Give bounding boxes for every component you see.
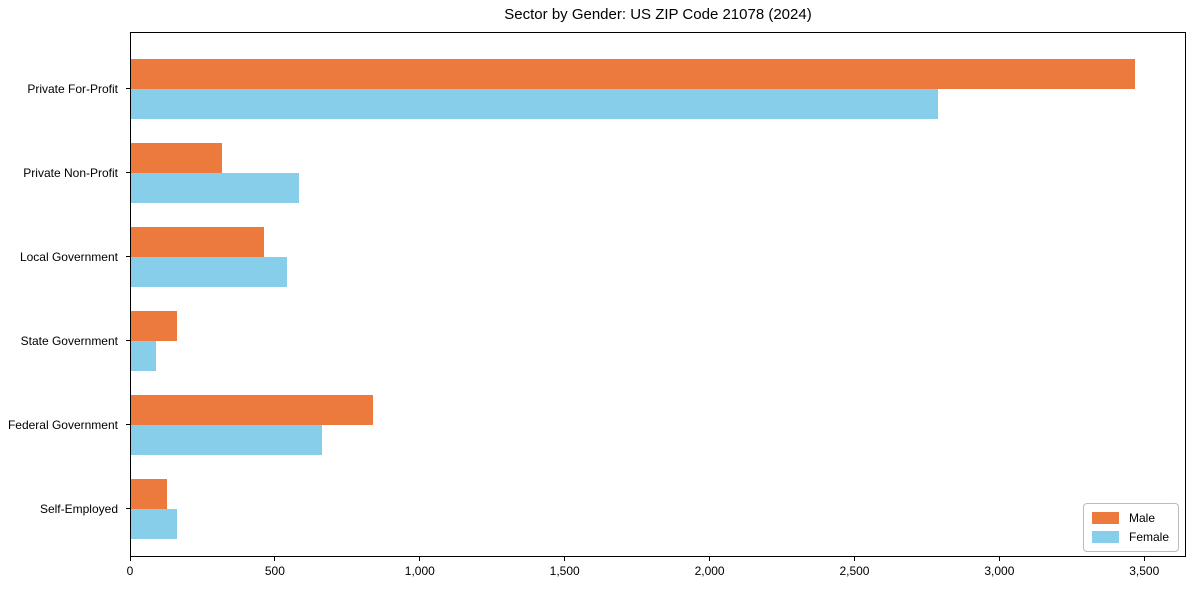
bar-male-private-non-profit (131, 143, 223, 173)
xtick-label-500: 500 (264, 564, 285, 578)
female-swatch (1091, 531, 1119, 543)
ytick-label-local-government: Local Government (19, 250, 118, 264)
x-axis: 0 500 1,000 1,500 2,000 2,500 3,000 3,500 (126, 557, 1186, 593)
ytick-private-for-profit (126, 88, 130, 89)
chart-title: Sector by Gender: US ZIP Code 21078 (202… (504, 6, 812, 23)
ytick-label-self-employed: Self-Employed (39, 502, 118, 516)
xtick-3000 (998, 557, 1000, 561)
xtick-2500 (853, 557, 855, 561)
xtick-0 (129, 557, 131, 561)
plot-area: Male Female (130, 32, 1186, 557)
ytick-label-state-government: State Government (20, 334, 118, 348)
legend: Male Female (1082, 503, 1179, 552)
y-axis: Private For-Profit Private Non-Profit Loca… (0, 32, 130, 557)
xtick-label-2000: 2,000 (694, 564, 725, 578)
ytick-label-federal-government: Federal Government (7, 418, 118, 432)
xtick-1500 (564, 557, 566, 561)
xtick-2000 (709, 557, 711, 561)
ytick-label-private-non-profit: Private Non-Profit (23, 166, 118, 180)
bar-male-local-government (131, 227, 265, 257)
ytick-label-private-for-profit: Private For-Profit (27, 82, 118, 96)
bar-male-self-employed (131, 479, 168, 509)
bar-female-federal-government (131, 425, 322, 455)
xtick-label-2500: 2,500 (839, 564, 870, 578)
bar-male-federal-government (131, 395, 373, 425)
xtick-label-3500: 3,500 (1129, 564, 1160, 578)
xtick-label-3000: 3,000 (984, 564, 1015, 578)
bar-female-private-non-profit (131, 173, 299, 203)
ytick-local-government (126, 256, 130, 257)
bar-female-self-employed (131, 509, 178, 539)
legend-label-female: Female (1128, 530, 1169, 544)
ytick-federal-government (126, 424, 130, 425)
xtick-500 (274, 557, 276, 561)
bar-female-private-for-profit (131, 89, 938, 119)
xtick-3500 (1143, 557, 1145, 561)
legend-entry-male: Male (1091, 511, 1169, 525)
bars-layer (131, 33, 1185, 556)
xtick-label-1000: 1,000 (404, 564, 435, 578)
legend-entry-female: Female (1091, 530, 1169, 544)
ytick-self-employed (126, 508, 130, 509)
bar-male-state-government (131, 311, 178, 341)
legend-label-male: Male (1128, 511, 1155, 525)
bar-female-local-government (131, 257, 288, 287)
bar-male-private-for-profit (131, 59, 1135, 89)
ytick-private-non-profit (126, 172, 130, 173)
bar-female-state-government (131, 341, 156, 371)
ytick-state-government (126, 340, 130, 341)
xtick-label-1500: 1,500 (549, 564, 580, 578)
male-swatch (1091, 512, 1119, 524)
xtick-1000 (419, 557, 421, 561)
xtick-label-0: 0 (126, 564, 134, 578)
